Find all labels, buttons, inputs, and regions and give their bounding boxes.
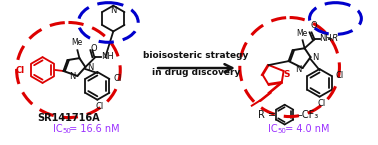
Text: 50: 50 — [62, 128, 71, 134]
Text: Cl: Cl — [15, 66, 25, 75]
Text: IC: IC — [268, 124, 277, 134]
Text: bioisosteric strategy: bioisosteric strategy — [143, 51, 249, 60]
Text: O: O — [310, 21, 317, 30]
Text: N: N — [87, 62, 94, 71]
Text: Me: Me — [71, 38, 82, 47]
Text: Me: Me — [296, 29, 307, 38]
Text: = 16.6 nM: = 16.6 nM — [67, 124, 120, 134]
Text: SR141716A: SR141716A — [37, 113, 100, 123]
Text: R: R — [332, 34, 338, 43]
Text: N: N — [69, 72, 76, 81]
Text: O: O — [90, 44, 97, 53]
Text: = 4.0 nM: = 4.0 nM — [282, 124, 329, 134]
Text: 50: 50 — [278, 128, 287, 134]
Text: N: N — [313, 53, 319, 62]
Text: NH: NH — [101, 52, 114, 61]
Text: Cl: Cl — [113, 74, 122, 83]
Text: Cl: Cl — [318, 99, 325, 108]
Text: NH: NH — [319, 34, 332, 43]
Text: R =: R = — [258, 110, 279, 120]
Text: Cl: Cl — [95, 102, 104, 111]
Text: N: N — [110, 6, 116, 15]
Text: in drug discovery: in drug discovery — [152, 68, 240, 77]
Text: –CF₃: –CF₃ — [297, 110, 319, 120]
Text: Cl: Cl — [335, 71, 344, 80]
Text: N: N — [295, 65, 302, 74]
Text: S: S — [284, 70, 290, 79]
Text: IC: IC — [53, 124, 62, 134]
